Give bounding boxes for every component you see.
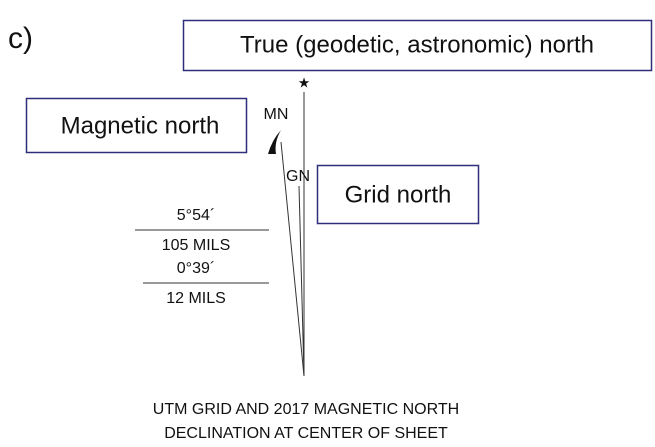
grid-north-line [298, 185, 305, 377]
north-lines [280, 92, 305, 377]
gn-label: GN [286, 168, 310, 185]
mn-label: MN [264, 106, 289, 123]
caption-line: UTM GRID AND 2017 MAGNETIC NORTH [153, 401, 459, 418]
star-icon: ★ [298, 75, 311, 91]
angle-degrees: 0°39´ [177, 260, 215, 277]
magnetic-north-line [280, 141, 305, 377]
panel-label: c) [8, 22, 33, 55]
magnetic-north-box [25, 97, 248, 154]
angle-degrees: 5°54´ [177, 207, 215, 224]
grid-north-label: Grid north [345, 181, 452, 208]
true-north-box [182, 19, 653, 72]
magnetic-north-label: Magnetic north [61, 112, 220, 139]
caption-line: DECLINATION AT CENTER OF SHEET [164, 425, 448, 442]
grid-north-box [316, 164, 480, 225]
angle-mils: 12 MILS [166, 290, 226, 307]
true-north-label: True (geodetic, astronomic) north [240, 31, 594, 58]
arrowhead [268, 130, 281, 154]
angle-mils: 105 MILS [162, 237, 230, 254]
